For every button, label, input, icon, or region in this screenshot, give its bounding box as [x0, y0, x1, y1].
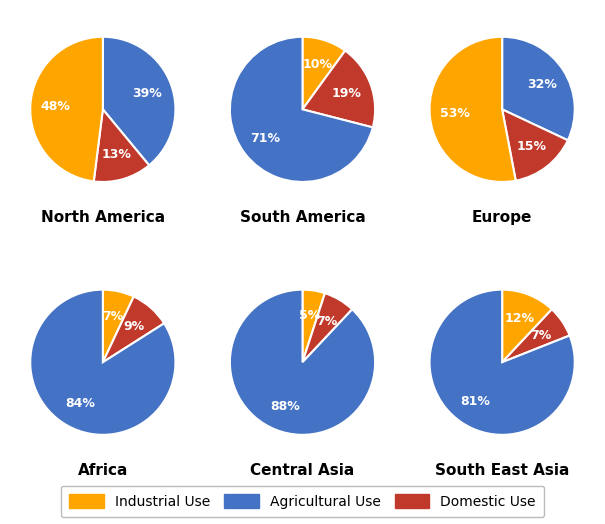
Text: 39%: 39%	[132, 87, 162, 100]
Wedge shape	[103, 297, 164, 362]
Legend: Industrial Use, Agricultural Use, Domestic Use: Industrial Use, Agricultural Use, Domest…	[60, 486, 544, 517]
Wedge shape	[502, 309, 570, 362]
Wedge shape	[302, 290, 325, 362]
Wedge shape	[94, 110, 149, 182]
Wedge shape	[302, 37, 345, 110]
Text: 13%: 13%	[101, 148, 131, 161]
Text: 15%: 15%	[516, 140, 546, 153]
Wedge shape	[103, 37, 175, 165]
Wedge shape	[302, 293, 352, 362]
Text: 48%: 48%	[41, 100, 71, 113]
Wedge shape	[430, 290, 575, 435]
Text: 7%: 7%	[102, 310, 124, 323]
Title: North America: North America	[41, 210, 165, 225]
Text: 19%: 19%	[332, 87, 362, 100]
Wedge shape	[103, 290, 134, 362]
Title: Central Asia: Central Asia	[250, 463, 355, 478]
Text: 71%: 71%	[250, 132, 280, 145]
Text: 88%: 88%	[270, 400, 300, 412]
Text: 7%: 7%	[531, 329, 552, 342]
Title: Europe: Europe	[472, 210, 532, 225]
Wedge shape	[430, 37, 515, 182]
Text: 10%: 10%	[302, 58, 332, 71]
Title: Africa: Africa	[77, 463, 128, 478]
Wedge shape	[230, 37, 373, 182]
Wedge shape	[502, 37, 575, 140]
Wedge shape	[230, 290, 375, 435]
Text: 84%: 84%	[65, 397, 95, 410]
Text: 7%: 7%	[316, 315, 337, 328]
Wedge shape	[30, 290, 175, 435]
Text: 32%: 32%	[527, 78, 557, 91]
Text: 81%: 81%	[460, 395, 491, 408]
Title: South America: South America	[240, 210, 365, 225]
Wedge shape	[302, 51, 375, 127]
Text: 5%: 5%	[299, 309, 321, 322]
Text: 53%: 53%	[440, 107, 470, 121]
Text: 9%: 9%	[123, 320, 145, 333]
Text: 12%: 12%	[505, 312, 535, 325]
Wedge shape	[502, 290, 552, 362]
Wedge shape	[502, 110, 568, 181]
Title: South East Asia: South East Asia	[435, 463, 569, 478]
Wedge shape	[30, 37, 103, 181]
